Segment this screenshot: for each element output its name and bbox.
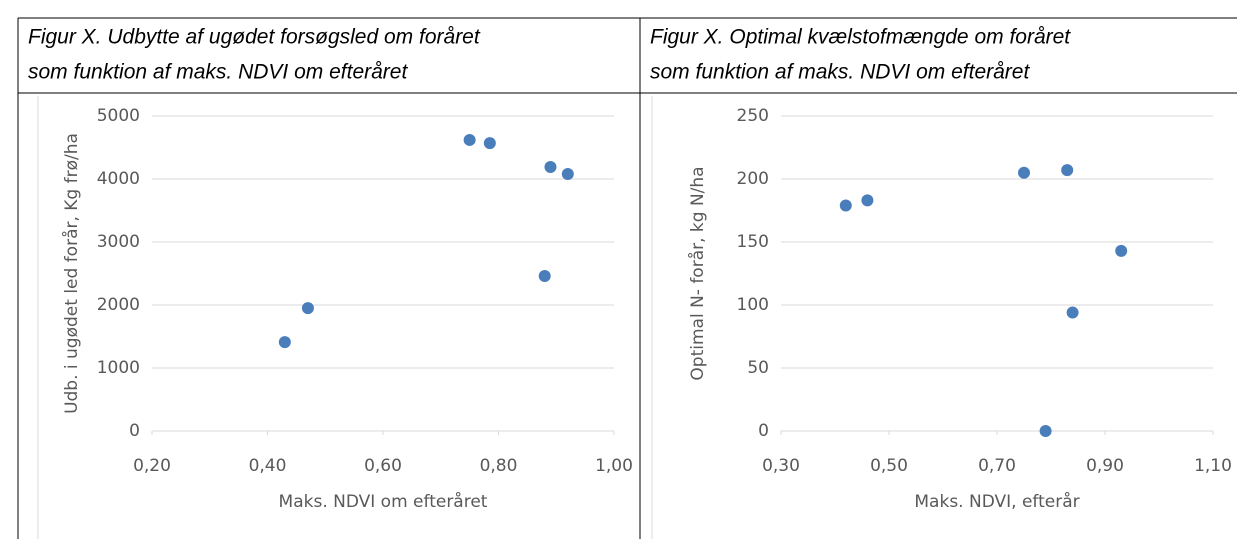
- y-tick-label: 4000: [97, 169, 140, 189]
- caption: Figur X. Optimal kvælstofmængde om forår…: [650, 26, 1071, 49]
- y-axis-title: Optimal N- forår, kg N/ha: [687, 166, 708, 380]
- x-tick-label: 0,50: [870, 456, 908, 476]
- point: [1039, 425, 1052, 437]
- caption: som funktion af maks. NDVI om efteråret: [650, 61, 1030, 84]
- x-tick-label: 0,80: [480, 456, 518, 476]
- caption: som funktion af maks. NDVI om efteråret: [28, 61, 408, 84]
- point: [1115, 244, 1128, 257]
- point: [538, 270, 551, 283]
- y-tick-label: 150: [737, 232, 769, 252]
- caption: Figur X. Udbytte af ugødet forsøgsled om…: [28, 26, 481, 49]
- x-tick-label: 1,10: [1194, 456, 1232, 476]
- point: [1066, 306, 1079, 319]
- y-tick-label: 250: [737, 106, 769, 126]
- x-tick-label: 0,20: [133, 456, 171, 476]
- y-tick-label: 100: [737, 295, 769, 315]
- x-tick-label: 0,40: [249, 456, 287, 476]
- y-tick-label: 0: [129, 421, 140, 441]
- x-tick-label: 0,30: [762, 456, 800, 476]
- point: [483, 137, 496, 150]
- y-axis-title: Udb. i ugødet led forår, Kg frø/ha: [61, 133, 82, 414]
- y-tick-label: 3000: [97, 232, 140, 252]
- x-tick-label: 0,70: [978, 456, 1016, 476]
- x-axis-title: Maks. NDVI om efteråret: [279, 491, 488, 512]
- point: [1061, 164, 1074, 177]
- point: [861, 194, 874, 207]
- x-tick-label: 0,90: [1086, 456, 1124, 476]
- x-tick-label: 1,00: [595, 456, 633, 476]
- point: [463, 133, 476, 146]
- point: [1018, 166, 1030, 179]
- y-tick-label: 1000: [97, 358, 140, 378]
- y-tick-label: 2000: [97, 295, 140, 315]
- point: [301, 302, 314, 315]
- y-tick-label: 0: [758, 421, 769, 441]
- y-tick-label: 200: [737, 169, 769, 189]
- x-tick-label: 0,60: [364, 456, 402, 476]
- x-axis-title: Maks. NDVI, efterår: [914, 491, 1079, 512]
- y-tick-label: 50: [747, 358, 769, 378]
- point: [839, 199, 852, 212]
- point: [544, 161, 557, 174]
- point: [561, 167, 574, 180]
- point: [278, 336, 291, 349]
- y-tick-label: 5000: [97, 106, 140, 126]
